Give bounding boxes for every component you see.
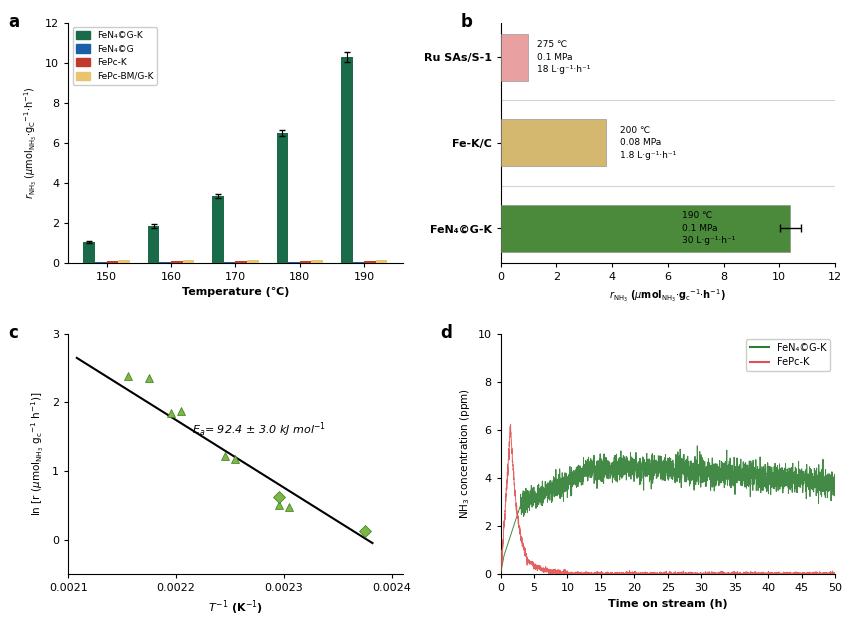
X-axis label: Time on stream (h): Time on stream (h) [608, 599, 728, 608]
Text: $E_a$= 92.4 ± 3.0 kJ mol$^{-1}$: $E_a$= 92.4 ± 3.0 kJ mol$^{-1}$ [193, 420, 326, 439]
Y-axis label: $r_{\mathrm{NH_3}}$ ($\mu$mol$_{\mathrm{NH_3}}$$\cdot$g$_\mathrm{C}$$^{-1}$$\cdo: $r_{\mathrm{NH_3}}$ ($\mu$mol$_{\mathrm{… [22, 86, 39, 199]
Y-axis label: NH$_3$ concentration (ppm): NH$_3$ concentration (ppm) [458, 388, 472, 519]
Bar [300, 261, 312, 262]
Text: 200 ℃
0.08 MPa
1.8 L·g⁻¹·h⁻¹: 200 ℃ 0.08 MPa 1.8 L·g⁻¹·h⁻¹ [621, 126, 676, 160]
Bar [212, 196, 223, 262]
Bar [341, 57, 353, 262]
Bar [148, 226, 159, 262]
Bar [182, 261, 194, 262]
Text: a: a [8, 13, 19, 31]
Bar [83, 242, 95, 262]
Bar [247, 261, 259, 262]
X-axis label: Temperature (℃): Temperature (℃) [181, 287, 289, 297]
Text: 190 ℃
0.1 MPa
30 L·g⁻¹·h⁻¹: 190 ℃ 0.1 MPa 30 L·g⁻¹·h⁻¹ [681, 211, 735, 245]
X-axis label: $T^{-1}$ (K$^{-1}$): $T^{-1}$ (K$^{-1}$) [208, 599, 263, 617]
X-axis label: $r_{\mathrm{NH_3}}$ ($\mu$mol$_{\mathrm{NH_3}}$$\cdot$g$_\mathrm{c}$$^{-1}$$\cdo: $r_{\mathrm{NH_3}}$ ($\mu$mol$_{\mathrm{… [609, 287, 726, 304]
Bar [501, 205, 790, 252]
Legend: FeN₄©G-K, FeN₄©G, FePc-K, FePc-BM/G-K: FeN₄©G-K, FeN₄©G, FePc-K, FePc-BM/G-K [73, 27, 158, 85]
Text: c: c [8, 324, 18, 342]
Y-axis label: ln [r ($\mu$mol$_{\mathrm{NH_3}}$ g$_\mathrm{c}$$^{-1}$ h$^{-1}$)]: ln [r ($\mu$mol$_{\mathrm{NH_3}}$ g$_\ma… [30, 391, 46, 516]
Bar [106, 261, 118, 262]
Bar [501, 33, 528, 81]
Bar [376, 261, 388, 262]
Bar [171, 261, 182, 262]
Text: 275 ℃
0.1 MPa
18 L·g⁻¹·h⁻¹: 275 ℃ 0.1 MPa 18 L·g⁻¹·h⁻¹ [537, 40, 590, 74]
Bar [365, 261, 376, 262]
Text: b: b [461, 13, 473, 31]
Bar [276, 133, 288, 262]
Bar [235, 261, 247, 262]
Bar [118, 261, 130, 262]
Bar [501, 119, 606, 167]
Bar [312, 261, 323, 262]
Text: d: d [440, 324, 452, 342]
Legend: FeN₄©G-K, FePc-K: FeN₄©G-K, FePc-K [746, 339, 830, 372]
